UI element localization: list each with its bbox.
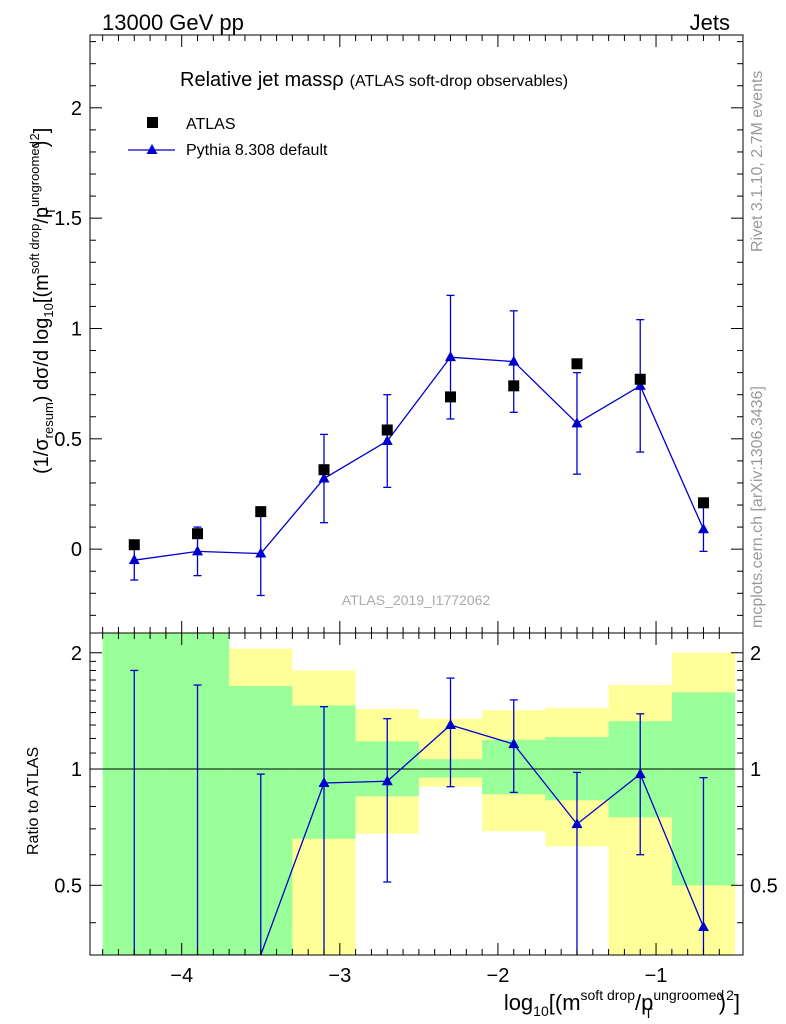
x-axis-title: log10[(msoft drop/pungroomed T)2] xyxy=(504,987,740,1021)
mcplots-label: mcplots.cern.ch [arXiv:1306.3436] xyxy=(749,386,766,628)
ratio-plot-panel: 0.5 0.5 1 1 2 2 −4 −3 −2 −1 Ratio to ATLAS log10… xyxy=(25,632,778,1021)
process-label: Jets xyxy=(690,10,730,35)
atlas-point xyxy=(381,424,393,436)
ratio-point xyxy=(508,738,520,749)
pythia-point xyxy=(318,472,330,483)
atlas-point xyxy=(634,373,646,385)
pythia-point xyxy=(192,545,204,556)
pythia-point xyxy=(444,351,456,362)
analysis-watermark: ATLAS_2019_I1772062 xyxy=(342,592,491,608)
pythia-point xyxy=(634,379,646,390)
ratio-point xyxy=(634,768,646,779)
y-tick-label: 1.5 xyxy=(54,208,82,230)
x-tick-label: −4 xyxy=(170,965,193,987)
y-tick-label: 0.5 xyxy=(54,429,82,451)
ratio-point xyxy=(444,719,456,730)
pythia-point xyxy=(128,554,140,565)
pythia-point xyxy=(571,417,583,428)
legend-marker-atlas xyxy=(147,117,158,128)
atlas-point xyxy=(128,539,140,551)
atlas-point xyxy=(697,497,709,509)
ratio-y-axis-title: Ratio to ATLAS xyxy=(25,747,42,855)
pythia-point xyxy=(255,547,267,558)
ratio-series-line xyxy=(134,724,705,955)
x-tick-label: −1 xyxy=(645,965,668,987)
pythia-point xyxy=(697,523,709,534)
ratio-point xyxy=(318,777,330,788)
y-axis-title: (1/σresum) dσ/d log10[(msoft drop/pungro… xyxy=(27,128,58,474)
ratio-plot-frame xyxy=(89,632,744,956)
main-plot-panel: 0 0.5 1 1.5 2 Relative jet massρ (ATLAS soft-… xyxy=(27,34,744,634)
legend: ATLAS Pythia 8.308 default xyxy=(128,116,328,159)
ratio-point xyxy=(697,920,709,931)
ratio-y-tick-label-right: 0.5 xyxy=(750,875,778,897)
pythia-point xyxy=(381,435,393,446)
chart-title: Relative jet massρ (ATLAS soft-drop obser… xyxy=(180,69,568,91)
ratio-point xyxy=(381,775,393,786)
y-tick-label: 2 xyxy=(71,98,82,120)
atlas-point xyxy=(255,506,267,518)
ratio-y-tick-label: 2 xyxy=(71,643,82,665)
rivet-version-label: Rivet 3.1.10, 2.7M events xyxy=(749,71,766,252)
ratio-data-group xyxy=(130,669,709,955)
ratio-y-tick-label: 0.5 xyxy=(54,875,82,897)
x-tick-label: −3 xyxy=(328,965,351,987)
atlas-point xyxy=(571,358,583,370)
y-tick-label: 1 xyxy=(71,318,82,340)
pythia-series-line xyxy=(134,356,705,561)
atlas-point xyxy=(318,464,330,476)
atlas-point xyxy=(508,380,520,392)
collision-energy-label: 13000 GeV pp xyxy=(102,10,244,35)
atlas-point xyxy=(192,528,204,540)
ratio-y-tick-label-right: 2 xyxy=(750,643,761,665)
legend-label-pythia: Pythia 8.308 default xyxy=(186,142,328,159)
legend-label-atlas: ATLAS xyxy=(186,116,236,133)
pythia-point xyxy=(508,355,520,366)
ratio-y-tick-label: 1 xyxy=(71,759,82,781)
atlas-point xyxy=(444,391,456,403)
y-tick-label: 0 xyxy=(71,539,82,561)
x-tick-label: −2 xyxy=(487,965,510,987)
legend-marker-pythia xyxy=(146,144,158,154)
ratio-y-tick-label-right: 1 xyxy=(750,759,761,781)
ratio-point xyxy=(571,818,583,829)
